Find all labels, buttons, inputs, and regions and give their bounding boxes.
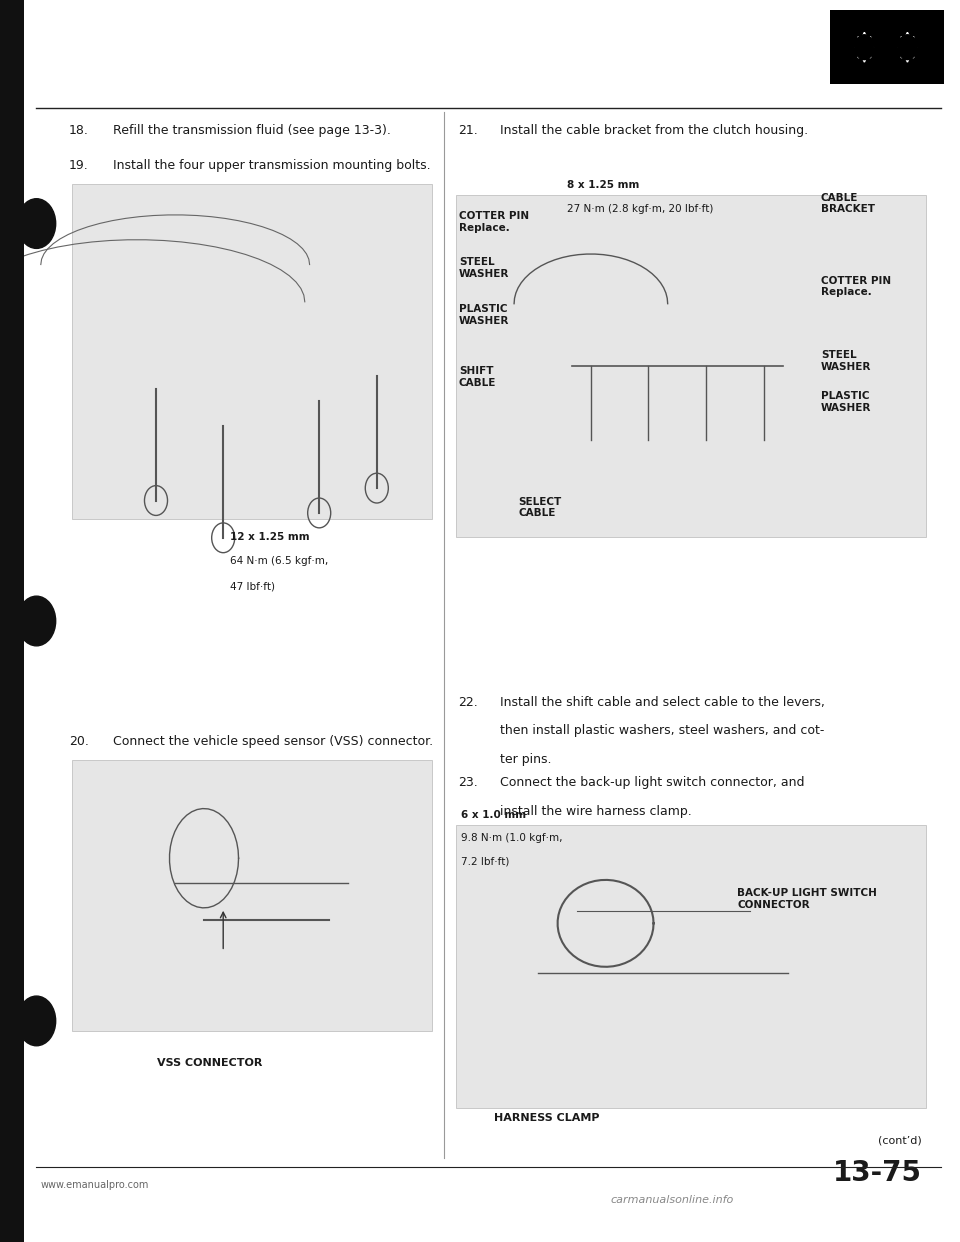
Circle shape [17,199,56,248]
Circle shape [854,35,874,60]
Text: install the wire harness clamp.: install the wire harness clamp. [500,805,692,817]
Text: VSS CONNECTOR: VSS CONNECTOR [156,1058,262,1068]
Text: 9.8 N·m (1.0 kgf·m,: 9.8 N·m (1.0 kgf·m, [461,833,563,843]
Text: Connect the vehicle speed sensor (VSS) connector.: Connect the vehicle speed sensor (VSS) c… [113,735,433,748]
Text: PLASTIC
WASHER: PLASTIC WASHER [459,304,509,325]
Text: Install the four upper transmission mounting bolts.: Install the four upper transmission moun… [113,159,431,171]
Text: 8 x 1.25 mm: 8 x 1.25 mm [567,180,639,190]
FancyBboxPatch shape [72,184,432,519]
Text: 12 x 1.25 mm: 12 x 1.25 mm [230,532,310,542]
Text: ter pins.: ter pins. [500,753,552,765]
Text: then install plastic washers, steel washers, and cot-: then install plastic washers, steel wash… [500,724,825,737]
Text: 64 N·m (6.5 kgf·m,: 64 N·m (6.5 kgf·m, [230,556,328,566]
Text: 13-75: 13-75 [832,1159,922,1187]
Text: CABLE
BRACKET: CABLE BRACKET [821,193,875,214]
FancyBboxPatch shape [456,195,926,537]
Text: Install the cable bracket from the clutch housing.: Install the cable bracket from the clutc… [500,124,808,137]
Text: 27 N·m (2.8 kgf·m, 20 lbf·ft): 27 N·m (2.8 kgf·m, 20 lbf·ft) [567,204,713,214]
Polygon shape [855,32,874,62]
Text: STEEL
WASHER: STEEL WASHER [459,257,509,278]
FancyBboxPatch shape [456,825,926,1108]
Text: Install the shift cable and select cable to the levers,: Install the shift cable and select cable… [500,696,825,708]
Text: 7.2 lbf·ft): 7.2 lbf·ft) [461,857,509,867]
Text: 6 x 1.0 mm: 6 x 1.0 mm [461,810,526,820]
Text: 22.: 22. [458,696,478,708]
Text: 18.: 18. [69,124,89,137]
Text: PLASTIC
WASHER: PLASTIC WASHER [821,391,871,412]
Text: 47 lbf·ft): 47 lbf·ft) [230,581,276,591]
Text: Connect the back-up light switch connector, and: Connect the back-up light switch connect… [500,776,804,789]
Text: (cont’d): (cont’d) [877,1135,922,1145]
Circle shape [17,596,56,646]
FancyBboxPatch shape [0,0,24,1242]
Text: STEEL
WASHER: STEEL WASHER [821,350,871,371]
Circle shape [898,35,917,60]
Text: Refill the transmission fluid (see page 13-3).: Refill the transmission fluid (see page … [113,124,391,137]
Text: 19.: 19. [69,159,89,171]
FancyBboxPatch shape [72,760,432,1031]
FancyBboxPatch shape [830,10,944,84]
Polygon shape [899,32,917,62]
Text: SHIFT
CABLE: SHIFT CABLE [459,366,496,388]
Text: carmanualsonline.info: carmanualsonline.info [611,1195,733,1205]
Text: 20.: 20. [69,735,89,748]
Text: 23.: 23. [458,776,478,789]
Text: BACK-UP LIGHT SWITCH
CONNECTOR: BACK-UP LIGHT SWITCH CONNECTOR [737,888,877,910]
Circle shape [17,996,56,1046]
Text: COTTER PIN
Replace.: COTTER PIN Replace. [459,211,529,232]
Text: COTTER PIN
Replace.: COTTER PIN Replace. [821,276,891,297]
Text: 21.: 21. [458,124,478,137]
Text: SELECT
CABLE: SELECT CABLE [518,497,562,518]
Text: www.emanualpro.com: www.emanualpro.com [40,1180,149,1190]
Text: HARNESS CLAMP: HARNESS CLAMP [494,1113,600,1123]
